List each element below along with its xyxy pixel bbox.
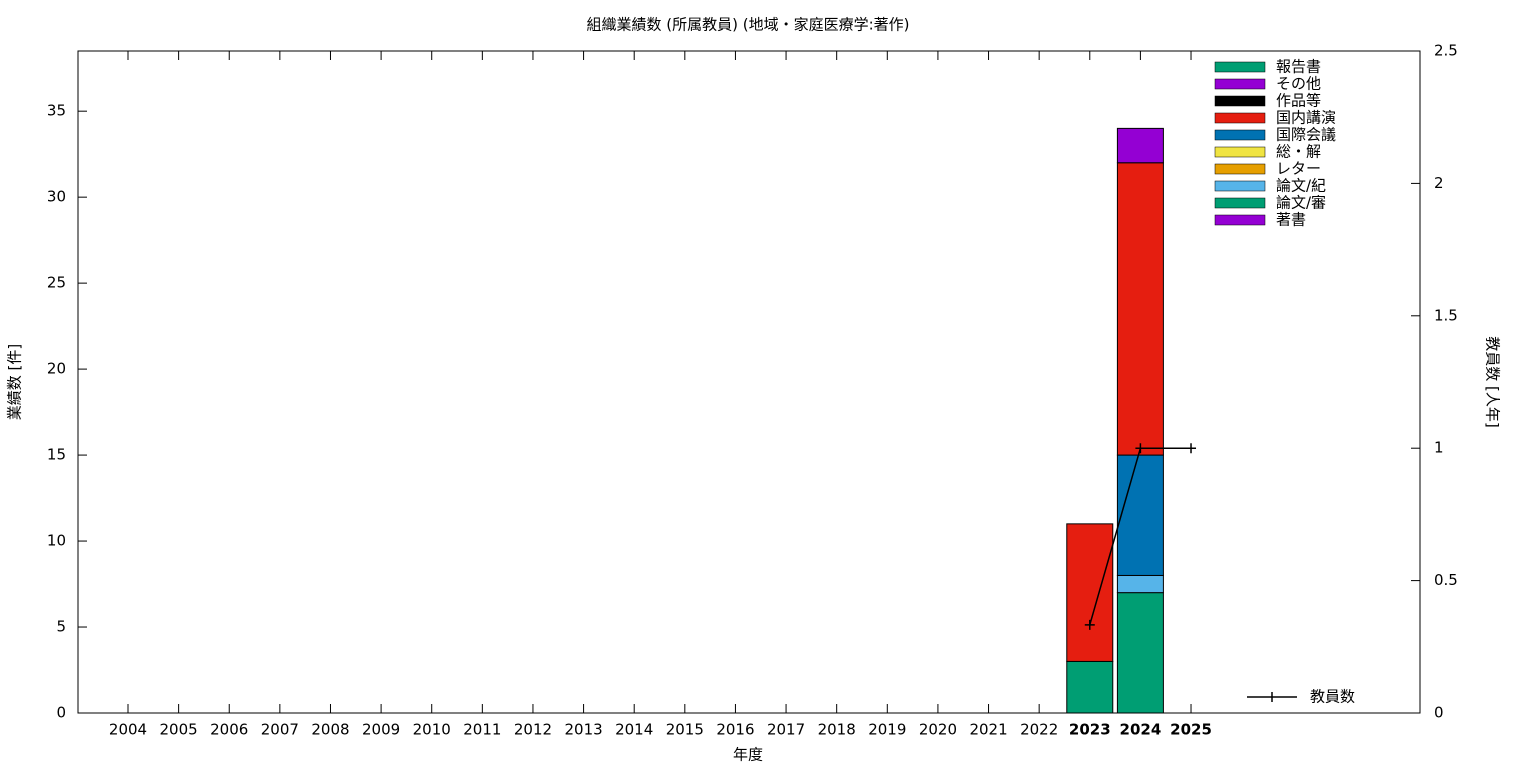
bar-segment — [1116, 592, 1164, 714]
y2-tick-label: 0 — [1434, 704, 1444, 722]
y-axis-label: 業績数 [件] — [6, 344, 24, 420]
x-tick-label: 2016 — [716, 721, 754, 739]
chart-title: 組織業績数 (所属教員) (地域・家庭医療学:著作) — [586, 16, 909, 34]
x-tick-label: 2006 — [210, 721, 248, 739]
legend-swatch — [1214, 146, 1266, 158]
y-tick-label: 15 — [47, 446, 66, 464]
x-tick-label: 2009 — [362, 721, 400, 739]
y2-axis-label: 教員数 [人年] — [1484, 336, 1502, 427]
legend-label: 総・解 — [1276, 143, 1321, 161]
legend-line — [1247, 692, 1297, 702]
legend-label: 論文/紀 — [1276, 177, 1326, 195]
legend-label: 国際会議 — [1276, 126, 1336, 144]
legend-label: 論文/審 — [1276, 194, 1326, 212]
legend-label: 国内講演 — [1276, 109, 1336, 127]
legend-swatch — [1214, 95, 1266, 107]
bar-segment — [1116, 162, 1164, 456]
x-tick-label: 2010 — [413, 721, 451, 739]
x-tick-label: 2025 — [1170, 721, 1212, 739]
x-tick-label: 2015 — [666, 721, 704, 739]
y-tick-label: 25 — [47, 274, 66, 292]
x-tick-label: 2023 — [1069, 721, 1111, 739]
x-tick-label: 2013 — [564, 721, 602, 739]
x-axis-label: 年度 — [733, 746, 763, 764]
legend-swatch — [1214, 61, 1266, 73]
y2-tick-label: 2 — [1434, 174, 1444, 192]
x-tick-label: 2020 — [919, 721, 957, 739]
y-tick-label: 30 — [47, 188, 66, 206]
bar-segment — [1116, 127, 1164, 164]
legend-swatch — [1214, 214, 1266, 226]
legend-swatch — [1214, 163, 1266, 175]
y2-tick-label: 1.5 — [1434, 306, 1458, 324]
legend-label: レター — [1276, 160, 1321, 178]
x-tick-label: 2012 — [514, 721, 552, 739]
legend-swatch — [1214, 112, 1266, 124]
x-tick-label: 2011 — [463, 721, 501, 739]
x-tick-label: 2017 — [767, 721, 805, 739]
y-tick-label: 10 — [47, 532, 66, 550]
x-tick-label: 2014 — [615, 721, 653, 739]
legend-label: 報告書 — [1276, 58, 1321, 76]
x-tick-label: 2004 — [109, 721, 147, 739]
bar-segment — [1116, 574, 1164, 594]
plot-frame — [77, 50, 1421, 714]
legend-label: 教員数 — [1310, 688, 1355, 706]
x-tick-label: 2022 — [1020, 721, 1058, 739]
bar-segment — [1066, 523, 1114, 662]
x-tick-label: 2019 — [868, 721, 906, 739]
legend-swatch — [1214, 129, 1266, 141]
legend-label: 著書 — [1276, 211, 1306, 229]
point — [1186, 443, 1197, 454]
x-tick-label: 2005 — [160, 721, 198, 739]
y-tick-label: 20 — [47, 360, 66, 378]
legend-label: 作品等 — [1276, 92, 1321, 110]
x-tick-label: 2018 — [818, 721, 856, 739]
y-tick-label: 5 — [56, 618, 66, 636]
x-tick-label: 2008 — [311, 721, 349, 739]
y-tick-label: 0 — [56, 704, 66, 722]
x-tick-label: 2021 — [969, 721, 1007, 739]
y2-tick-label: 0.5 — [1434, 571, 1458, 589]
x-tick-label: 2007 — [261, 721, 299, 739]
legend-label: その他 — [1276, 75, 1321, 93]
y2-tick-label: 2.5 — [1434, 42, 1458, 60]
y2-tick-label: 1 — [1434, 439, 1444, 457]
point — [1135, 443, 1146, 454]
legend-swatch — [1214, 78, 1266, 90]
bar-segment — [1066, 660, 1114, 714]
y-tick-label: 35 — [47, 102, 66, 120]
legend-swatch — [1214, 197, 1266, 209]
bar-segment — [1116, 454, 1164, 576]
x-tick-label: 2024 — [1120, 721, 1162, 739]
legend-swatch — [1214, 180, 1266, 192]
point — [1084, 619, 1095, 630]
